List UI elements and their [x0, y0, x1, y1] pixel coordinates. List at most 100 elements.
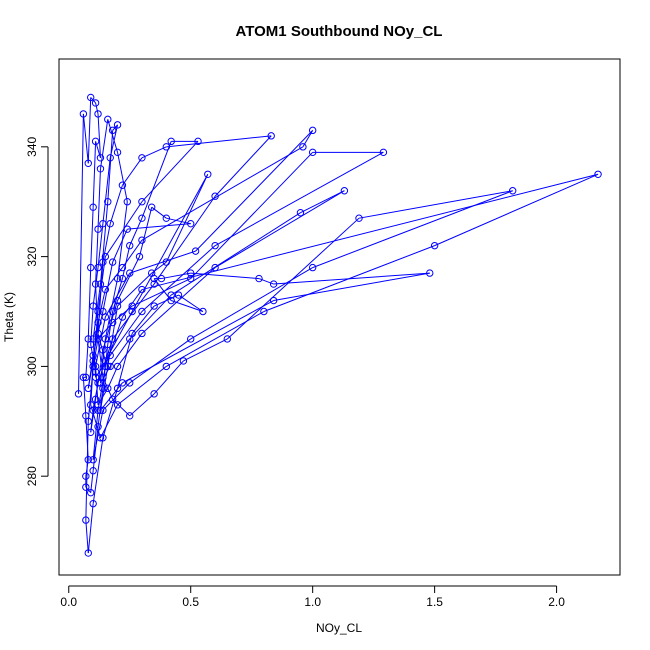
data-point	[89, 499, 97, 508]
series-line-segment	[129, 393, 155, 417]
series-line-segment	[153, 360, 184, 395]
data-point	[138, 236, 146, 244]
series-line-segment	[87, 503, 94, 554]
data-point	[138, 307, 146, 316]
data-point	[138, 198, 146, 206]
data-point	[308, 126, 317, 135]
series-line-segment	[78, 113, 84, 394]
series-line-segment	[107, 130, 114, 202]
plot-frame	[58, 58, 621, 576]
data-point	[150, 390, 158, 398]
data-point	[84, 159, 92, 168]
data-point	[87, 401, 95, 409]
data-point	[211, 241, 219, 250]
series-line-segment	[117, 256, 140, 301]
data-point	[94, 225, 102, 233]
series-line-segment	[109, 338, 131, 367]
series-line-segment	[141, 141, 172, 219]
series	[74, 93, 602, 557]
data-point	[89, 203, 97, 211]
data-point	[167, 296, 175, 305]
series-line-segment	[82, 377, 87, 416]
series-line-segment	[190, 151, 314, 279]
series-line-segment	[102, 377, 114, 400]
series-line-segment	[92, 283, 101, 340]
data-point	[138, 214, 146, 222]
series-line-segment	[258, 278, 274, 285]
y-tick-label: 300	[25, 356, 39, 376]
series-line-segment	[85, 421, 89, 521]
data-point	[118, 274, 127, 283]
data-point	[91, 368, 100, 376]
series-line-segment	[122, 300, 274, 384]
y-axis: 280 300 320 340	[25, 136, 49, 486]
series-line-segment	[107, 366, 118, 389]
data-point	[87, 340, 95, 349]
data-point	[96, 165, 105, 173]
data-point	[89, 467, 97, 475]
series-line-segment	[97, 113, 101, 158]
data-point	[138, 329, 146, 338]
data-point	[106, 154, 114, 162]
series-line-segment	[97, 366, 106, 411]
series-line-segment	[109, 185, 123, 224]
data-point	[104, 198, 112, 206]
series-line-segment	[92, 410, 99, 460]
series-line-segment	[358, 190, 513, 219]
data-point	[162, 258, 171, 266]
data-point	[138, 154, 146, 162]
data-point	[204, 170, 212, 178]
series-line-segment	[141, 173, 599, 291]
data-point	[296, 209, 305, 217]
y-tick-label: 340	[25, 136, 39, 156]
data-point	[91, 373, 100, 382]
series-line-segment	[109, 311, 143, 356]
data-point	[211, 263, 219, 272]
data-point	[162, 362, 171, 371]
data-point	[508, 187, 517, 195]
data-point	[162, 143, 171, 151]
data-point	[123, 225, 132, 233]
data-point	[118, 313, 127, 321]
series-line-segment	[178, 294, 204, 312]
data-point	[101, 335, 110, 343]
data-point	[260, 307, 268, 316]
data-point	[108, 307, 117, 316]
data-point	[211, 192, 219, 200]
data-point	[167, 291, 175, 299]
series-line-segment	[300, 190, 345, 214]
data-point	[87, 93, 95, 102]
series-line-segment	[102, 157, 111, 224]
series-line-segment	[214, 190, 345, 269]
data-point	[187, 219, 195, 228]
data-point	[126, 379, 134, 387]
data-point	[84, 384, 92, 393]
x-tick-label: 0.0	[60, 595, 77, 609]
series-line-segment	[273, 272, 430, 285]
series-line-segment	[100, 404, 118, 439]
series-line-segment	[99, 338, 106, 383]
series-line-segment	[117, 366, 167, 406]
data-point	[89, 302, 97, 310]
y-tick-label: 280	[25, 466, 39, 486]
data-point	[126, 241, 134, 250]
data-point	[82, 516, 90, 524]
data-point	[118, 181, 127, 189]
data-point	[104, 115, 112, 124]
series-line-segment	[129, 217, 143, 246]
data-point	[99, 406, 107, 415]
series-line-segment	[117, 333, 143, 367]
series-line-segment	[141, 146, 304, 241]
data-point	[113, 296, 122, 305]
x-tick-label: 0.5	[182, 595, 199, 609]
data-point	[113, 302, 122, 310]
data-point	[99, 346, 107, 354]
data-point	[94, 423, 102, 431]
series-line-segment	[131, 305, 155, 334]
data-point	[79, 110, 88, 118]
data-point	[89, 351, 97, 360]
data-point	[123, 198, 132, 206]
data-point	[87, 263, 95, 272]
data-point	[94, 335, 102, 343]
